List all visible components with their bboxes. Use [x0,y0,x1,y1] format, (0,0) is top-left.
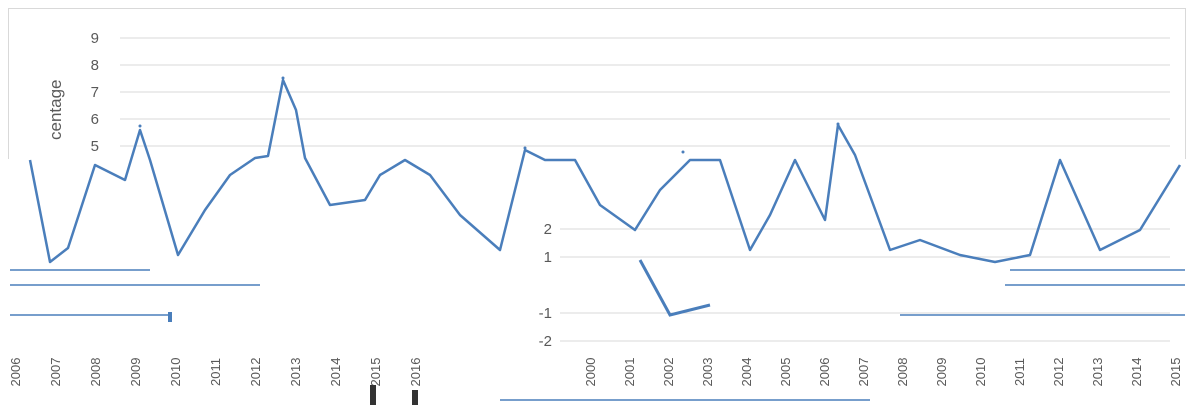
x-tick-label: 2015 [368,358,383,387]
x-tick-label: 2010 [973,358,988,387]
x-tick-label: 2012 [248,358,263,387]
data-point [138,124,142,128]
x-tick-label: 2009 [934,358,949,387]
artifact-block [370,385,376,405]
x-tick-label: 2007 [48,358,63,387]
x-tick-label: 2009 [128,358,143,387]
x-tick-label: 2014 [1129,358,1144,387]
x-tick-label: 2006 [817,358,832,387]
x-tick-label: 2013 [1090,358,1105,387]
x-tick-label: 2000 [583,358,598,387]
data-point [836,122,840,126]
series-line [638,259,711,317]
x-tick-label: 2004 [739,358,754,387]
x-tick-label: 2016 [408,358,423,387]
y-tick-label: 1 [544,249,552,266]
plot-frame [8,8,1186,159]
y-tick-label: 5 [91,138,99,155]
artifact-block [168,312,172,322]
x-tick-label: 2008 [895,358,910,387]
data-point [281,76,285,80]
y-tick-label: 7 [91,84,99,101]
x-tick-label: 2015 [1168,358,1183,387]
y-tick-label: 6 [91,111,99,128]
x-tick-label: 2014 [328,358,343,387]
y-tick-label: 8 [91,57,99,74]
y-tick-label: 9 [91,30,99,47]
x-tick-label: 2003 [700,358,715,387]
y-tick-label: -2 [539,333,552,350]
x-tick-label: 2008 [88,358,103,387]
series-line [28,78,1182,264]
x-tick-label: 2012 [1051,358,1066,387]
x-tick-label: 2001 [622,358,637,387]
artifact-block [412,390,418,405]
data-point [523,146,527,150]
x-tick-label: 2006 [8,358,23,387]
x-tick-label: 2007 [856,358,871,387]
y-tick-label: -1 [539,305,552,322]
y-tick-label: 2 [544,221,552,238]
x-tick-label: 2005 [778,358,793,387]
x-tick-label: 2010 [168,358,183,387]
x-tick-label: 2013 [288,358,303,387]
x-tick-label: 2011 [1012,358,1027,386]
x-tick-label: 2002 [661,358,676,387]
data-point [681,150,685,154]
x-tick-label: 2011 [208,358,223,386]
